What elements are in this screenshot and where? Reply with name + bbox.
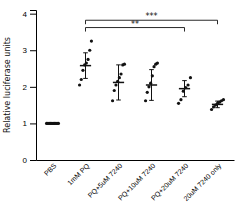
y-tick: 1 — [23, 119, 36, 128]
y-tick: 0 — [23, 156, 36, 165]
chart-container: 01234PBS1mM PQPQ+5uM 7240PQ+10uM 7240PQ+… — [0, 0, 242, 216]
y-label: Relative luciferase units — [3, 37, 12, 133]
sd-cap-high — [182, 80, 187, 81]
y-tick-label: 0 — [23, 156, 28, 165]
sd-cap-low — [149, 100, 154, 101]
dot — [123, 63, 126, 66]
y-tick-label: 4 — [23, 10, 28, 19]
y-tick: 2 — [23, 83, 36, 92]
dot — [151, 74, 154, 77]
y-tick-label: 1 — [23, 119, 28, 128]
dot — [85, 61, 88, 64]
dot — [57, 122, 60, 125]
sig-label: ** — [131, 20, 139, 29]
dot — [184, 86, 187, 89]
y-tick-label: 2 — [23, 83, 28, 92]
dot — [113, 89, 116, 92]
sd-cap-high — [149, 69, 154, 70]
dot — [86, 58, 89, 61]
dot — [222, 98, 225, 101]
sig-label: *** — [146, 12, 158, 21]
y-tick-mark — [30, 160, 36, 161]
dot — [81, 69, 84, 72]
x-tick: PBS — [43, 162, 58, 177]
x-tick: 1mM PQ — [66, 162, 92, 188]
dot — [147, 85, 150, 88]
y-tick: 3 — [23, 46, 36, 55]
sd-cap-high — [116, 64, 121, 65]
y-tick-mark — [30, 50, 36, 51]
chart: 01234PBS1mM PQPQ+5uM 7240PQ+10uM 7240PQ+… — [0, 0, 242, 216]
dot — [186, 83, 189, 86]
sd-cap-low — [215, 107, 220, 108]
dot — [156, 61, 159, 64]
y-tick-mark — [30, 87, 36, 88]
y-tick-mark — [30, 14, 36, 15]
dot — [90, 39, 93, 42]
dot — [182, 90, 185, 93]
x-axis-line — [37, 160, 235, 161]
x-tick-label: 1mM PQ — [66, 162, 92, 188]
dot — [144, 99, 147, 102]
x-tick-label: PBS — [43, 162, 58, 177]
dot — [116, 80, 119, 83]
dot — [88, 49, 91, 52]
x-tick: 20uM 7240 only — [182, 162, 223, 203]
x-tick-label: 20uM 7240 only — [182, 162, 223, 203]
dot — [111, 99, 114, 102]
dot — [177, 102, 180, 105]
y-axis: 0 1 2 3 4 — [23, 10, 37, 165]
sd-cap-high — [83, 52, 88, 53]
dot — [189, 76, 192, 79]
y-tick: 4 — [23, 10, 36, 19]
dot — [78, 83, 81, 86]
mean-line — [47, 123, 58, 125]
sd-cap-low — [116, 100, 121, 101]
dot — [114, 83, 117, 86]
sd-cap-low — [83, 78, 88, 79]
x-axis: PBS1mM PQPQ+5uM 7240PQ+10uM 7240PQ+20uM … — [37, 161, 235, 203]
marks — [45, 20, 225, 125]
dot — [80, 78, 83, 81]
dot — [210, 108, 213, 111]
sd-cap-low — [182, 96, 187, 97]
dot — [179, 98, 182, 101]
y-tick-mark — [30, 123, 36, 124]
y-tick-label: 3 — [23, 46, 28, 55]
dot — [146, 91, 149, 94]
dot — [119, 72, 122, 75]
y-axis-line — [30, 11, 37, 161]
dot — [149, 82, 152, 85]
dot — [118, 76, 121, 79]
plot: 01234PBS1mM PQPQ+5uM 7240PQ+10uM 7240PQ+… — [23, 10, 235, 203]
